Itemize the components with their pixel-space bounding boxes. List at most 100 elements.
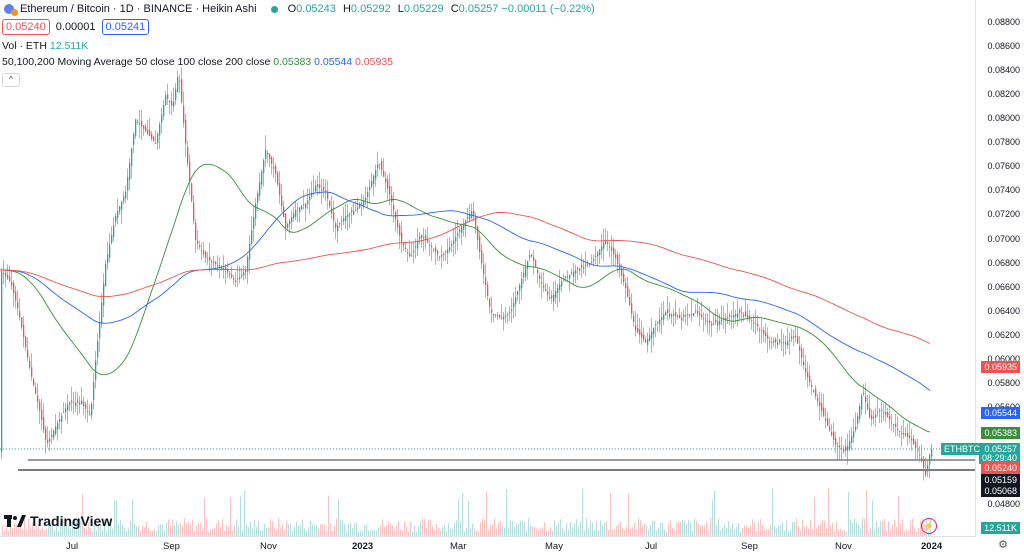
time-label: Nov — [260, 541, 277, 552]
candle-body — [307, 200, 309, 204]
volume-bar — [480, 522, 482, 536]
volume-bar — [676, 523, 678, 536]
candle-body — [769, 341, 771, 343]
candle-body — [423, 237, 425, 239]
volume-bar — [584, 530, 586, 536]
candle-body — [59, 419, 61, 422]
price-tick: 0.07000 — [987, 234, 1020, 244]
volume-bar — [496, 528, 498, 536]
candle-body — [823, 407, 825, 416]
volume-legend[interactable]: Vol · ETH 12.511K — [2, 40, 89, 52]
candle-body — [779, 339, 781, 343]
candle-body — [277, 172, 279, 185]
volume-bar — [504, 527, 506, 536]
candle-body — [35, 387, 37, 394]
volume-bar — [852, 522, 854, 536]
candle-body — [775, 339, 777, 343]
volume-bar — [110, 522, 112, 536]
ma-legend[interactable]: 50,100,200 Moving Average 50 close 100 c… — [2, 56, 394, 68]
candle-body — [451, 244, 453, 247]
candle-body — [329, 200, 331, 207]
candle-body — [909, 435, 911, 439]
volume-bar — [42, 527, 44, 536]
volume-bar — [616, 525, 618, 536]
candle-body — [315, 185, 317, 192]
candle-body — [145, 126, 147, 132]
candle-body — [235, 280, 237, 283]
time-axis[interactable]: Jul Sep Nov 2023 Mar May Jul Sep Nov 2024 — [0, 536, 976, 555]
candle-body — [157, 133, 159, 143]
ohlc-values: O0.05243 H0.05292 L0.05229 C0.05257 −0.0… — [287, 3, 595, 15]
price-chart[interactable] — [0, 0, 976, 536]
candle-body — [289, 220, 291, 225]
volume-bar — [180, 523, 182, 536]
price-scale[interactable]: 0.08800 0.08600 0.08400 0.08200 0.08000 0.078… — [975, 0, 1024, 536]
candle-body — [341, 220, 343, 222]
candle-body — [801, 348, 803, 358]
volume-bar — [202, 529, 204, 536]
candle-body — [207, 258, 209, 260]
volume-bar — [700, 525, 702, 536]
volume-bar — [104, 519, 106, 536]
candle-body — [133, 133, 135, 145]
candle-body — [123, 196, 125, 202]
settings-gear-icon[interactable]: ⚙ — [998, 539, 1008, 551]
volume-bar — [156, 531, 158, 536]
candle-body — [631, 303, 633, 314]
candle-body — [13, 282, 15, 294]
sell-button[interactable]: 0.05240 — [2, 19, 50, 35]
collapse-legend-button[interactable]: ^ — [2, 73, 20, 87]
candle-body — [489, 298, 491, 307]
volume-bar — [56, 525, 58, 536]
volume-bar — [320, 524, 322, 536]
candle-body — [181, 78, 183, 103]
volume-bar — [360, 530, 362, 536]
candle-body — [209, 256, 211, 261]
candle-body — [397, 219, 399, 228]
candle-body — [379, 163, 381, 165]
volume-bar — [188, 521, 190, 536]
volume-bar — [794, 521, 796, 536]
candle-body — [841, 447, 843, 449]
volume-bar — [142, 525, 144, 536]
buy-button[interactable]: 0.05241 — [101, 19, 150, 35]
price-tick: 0.07800 — [987, 137, 1020, 147]
volume-bar — [474, 528, 476, 536]
volume-bar — [730, 528, 732, 536]
volume-bar — [864, 518, 866, 536]
volume-bar — [662, 522, 664, 536]
volume-bar — [130, 520, 132, 536]
candle-body — [911, 438, 913, 441]
time-label: Jul — [645, 541, 658, 552]
volume-bar — [858, 524, 860, 536]
volume-bar — [772, 488, 774, 536]
candle-body — [907, 433, 909, 437]
tradingview-logo[interactable]: TradingView — [4, 513, 112, 529]
candle-body — [447, 249, 449, 254]
volume-bar — [26, 530, 28, 536]
candle-body — [819, 401, 821, 407]
candle-body — [541, 282, 543, 284]
volume-bar — [526, 531, 528, 536]
volume-bar — [404, 521, 406, 536]
volume-bar — [764, 530, 766, 536]
candle-body — [195, 222, 197, 240]
candle-body — [601, 246, 603, 252]
candle-body — [359, 204, 361, 208]
candle-body — [441, 254, 443, 257]
candle-body — [523, 273, 525, 278]
candle-body — [61, 415, 63, 422]
volume-bar — [444, 524, 446, 536]
volume-bar — [356, 522, 358, 536]
candle-body — [883, 412, 885, 414]
candle-body — [497, 315, 499, 317]
volume-bar — [574, 523, 576, 536]
volume-bar — [788, 531, 790, 536]
volume-bar — [68, 525, 70, 536]
candle-body — [755, 323, 757, 325]
candle-body — [643, 334, 645, 340]
volume-bar — [40, 529, 42, 536]
symbol-title[interactable]: Ethereum / Bitcoin · 1D · BINANCE · Heik… — [20, 3, 257, 15]
alert-bolt-icon[interactable]: ⚡ — [921, 518, 937, 534]
volume-bar — [468, 501, 470, 536]
